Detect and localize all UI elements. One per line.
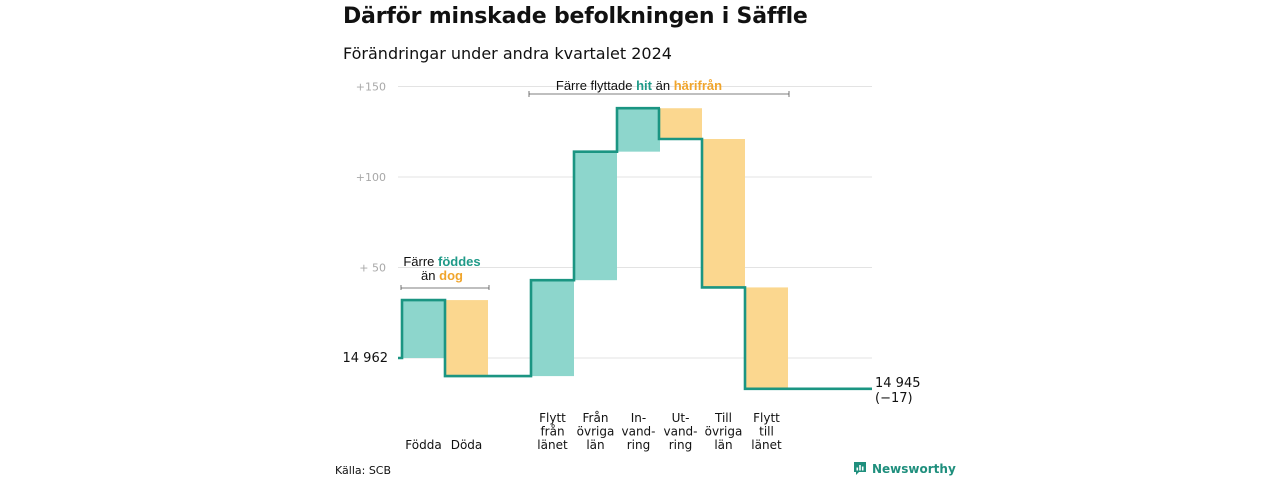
waterfall-bar	[702, 138, 745, 288]
migration-annotation-text: Färre flyttade hit än härifrån	[556, 78, 722, 93]
y-tick-label: +100	[356, 171, 386, 184]
category-label: In-	[631, 411, 646, 425]
births-annotation: Färre föddes än dog	[400, 254, 490, 290]
newsworthy-logo-text: Newsworthy	[872, 461, 956, 476]
category-label: ring	[627, 438, 651, 452]
newsworthy-logo[interactable]: Newsworthy	[853, 461, 956, 476]
end-value-label: 14 945	[875, 376, 921, 391]
births-annotation-line1: Färre föddes	[403, 254, 480, 269]
waterfall-step-line	[398, 106, 872, 391]
category-label: länet	[751, 438, 782, 452]
category-label: Flytt	[539, 411, 566, 425]
source-label: Källa: SCB	[335, 464, 392, 477]
waterfall-bar	[659, 108, 702, 139]
end-change-label: (−17)	[875, 391, 913, 406]
category-label: län	[714, 438, 732, 452]
waterfall-bar	[445, 300, 488, 377]
waterfall-bar	[531, 280, 574, 377]
start-value-label: 14 962	[343, 351, 389, 366]
waterfall-bar	[574, 151, 617, 281]
category-label: Döda	[451, 438, 483, 452]
category-label: övriga	[705, 425, 743, 439]
category-label: Till	[714, 411, 732, 425]
births-annotation-line2: än dog	[421, 268, 463, 283]
chart-subtitle: Förändringar under andra kvartalet 2024	[343, 44, 672, 63]
category-label: från	[540, 425, 564, 439]
births-bracket	[400, 285, 490, 290]
category-label: länet	[537, 438, 568, 452]
bars-layer	[402, 108, 788, 389]
y-tick-label: + 50	[359, 262, 386, 275]
category-label: Ut-	[672, 411, 690, 425]
migration-annotation: Färre flyttade hit än härifrån	[528, 78, 790, 97]
category-label: län	[586, 438, 604, 452]
chart-title: Därför minskade befolkningen i Säffle	[343, 4, 808, 29]
category-label: Flytt	[753, 411, 780, 425]
newsworthy-logo-icon	[854, 462, 866, 475]
category-label: övriga	[577, 425, 615, 439]
category-label: vand-	[663, 425, 697, 439]
y-tick-label: +150	[356, 81, 386, 94]
waterfall-bar	[402, 300, 445, 358]
step-line-layer	[398, 106, 872, 391]
waterfall-bar	[745, 287, 788, 389]
category-label: vand-	[621, 425, 655, 439]
category-label: till	[759, 425, 774, 439]
waterfall-bar	[617, 108, 660, 152]
category-label: Från	[583, 411, 609, 425]
category-label: ring	[669, 438, 693, 452]
category-label: Födda	[405, 438, 441, 452]
migration-bracket	[528, 91, 790, 97]
